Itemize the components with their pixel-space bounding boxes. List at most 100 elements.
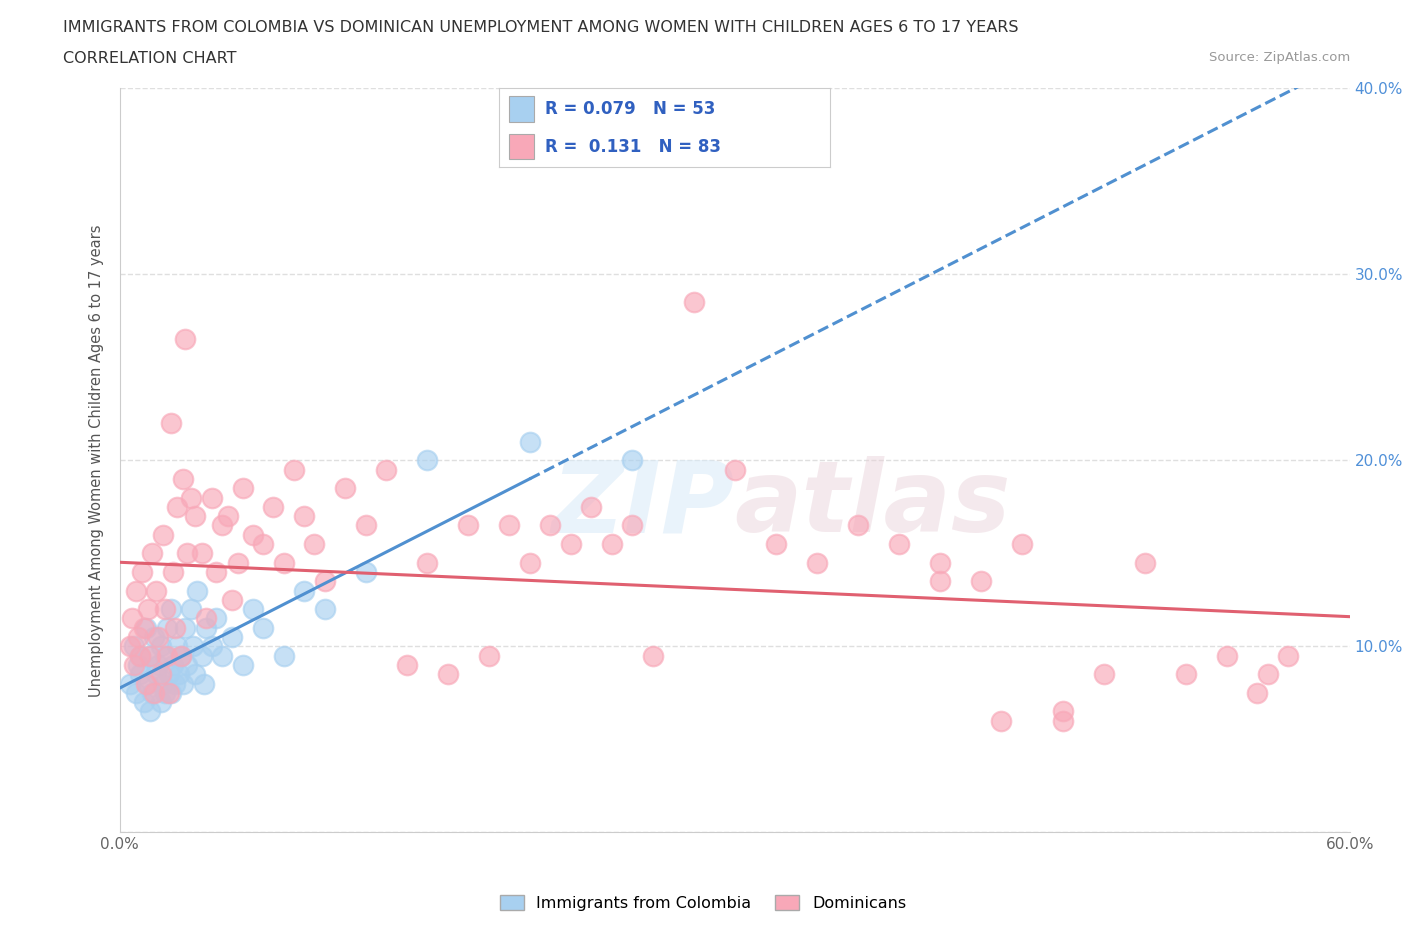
Point [205,611,228,626]
Point [184,667,207,682]
Point [167,667,190,682]
Point [153,602,176,617]
Point [621,518,644,533]
Point [162,658,184,672]
Point [262,499,284,514]
Point [211,648,233,663]
Point [1246,685,1268,700]
Point [148,630,170,644]
Text: IMMIGRANTS FROM COLOMBIA VS DOMINICAN UNEMPLOYMENT AMONG WOMEN WITH CHILDREN AGE: IMMIGRANTS FROM COLOMBIA VS DOMINICAN UN… [63,20,1019,35]
Point [211,518,233,533]
Legend: Immigrants from Colombia, Dominicans: Immigrants from Colombia, Dominicans [494,888,912,917]
Text: ZIP: ZIP [551,457,734,553]
Point [354,518,377,533]
Point [292,583,315,598]
Point [125,685,148,700]
Point [990,713,1012,728]
Point [163,676,186,691]
Point [395,658,418,672]
Point [560,537,582,551]
Point [170,648,193,663]
Point [221,592,243,607]
Point [153,648,176,663]
Point [145,667,167,682]
Point [129,667,152,682]
Point [153,685,176,700]
Point [180,602,202,617]
Point [887,537,910,551]
Point [118,639,141,654]
Point [131,565,153,579]
Point [1257,667,1279,682]
Point [174,620,197,635]
Point [519,555,541,570]
Point [190,648,212,663]
FancyBboxPatch shape [509,134,534,160]
Point [416,453,439,468]
Point [135,620,157,635]
Point [354,565,377,579]
Point [174,332,197,347]
Point [186,583,208,598]
Point [159,685,181,700]
Point [928,574,950,589]
Point [416,555,439,570]
Point [231,481,254,496]
Point [292,509,315,524]
Point [166,499,188,514]
Point [139,648,162,663]
Point [1092,667,1115,682]
Point [159,602,181,617]
Point [217,509,239,524]
Point [314,602,336,617]
Point [621,453,644,468]
Point [127,630,149,644]
Point [156,648,179,663]
Point [1174,667,1197,682]
Point [970,574,993,589]
Point [765,537,787,551]
Point [136,676,159,691]
Point [125,583,148,598]
Point [135,676,157,691]
Y-axis label: Unemployment Among Women with Children Ages 6 to 17 years: Unemployment Among Women with Children A… [89,224,104,697]
Text: atlas: atlas [734,457,1011,553]
Point [724,462,747,477]
Point [122,639,145,654]
Point [172,676,194,691]
Point [159,416,181,431]
Point [143,630,166,644]
Point [180,490,202,505]
Point [457,518,479,533]
Point [139,704,162,719]
Point [136,602,159,617]
Point [201,490,224,505]
Point [252,620,274,635]
Point [172,472,194,486]
Point [190,546,212,561]
Point [152,676,174,691]
Point [157,685,180,700]
Point [1052,713,1074,728]
Point [141,685,163,700]
Point [184,509,207,524]
Point [1052,704,1074,719]
Point [122,658,145,672]
Point [129,648,152,663]
Point [242,602,264,617]
Point [221,630,243,644]
Point [498,518,520,533]
Point [928,555,950,570]
Point [304,537,326,551]
Point [478,648,501,663]
Point [231,658,254,672]
Point [273,648,295,663]
Point [201,639,224,654]
Point [436,667,458,682]
Point [156,620,179,635]
Point [162,565,184,579]
Point [1133,555,1156,570]
Point [132,620,156,635]
Point [579,499,602,514]
Point [193,676,215,691]
